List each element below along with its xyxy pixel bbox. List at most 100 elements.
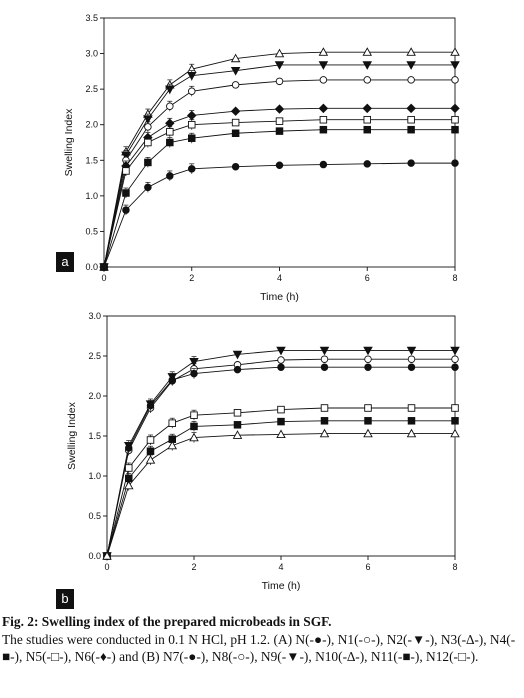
caption-title: Fig. 2: Swelling index of the prepared m… — [2, 614, 332, 629]
data-point — [189, 357, 199, 367]
x-tick-label: 0 — [101, 273, 106, 283]
data-point — [143, 115, 153, 124]
x-tick-label: 8 — [452, 562, 457, 572]
data-point — [275, 161, 284, 170]
data-point — [319, 428, 330, 438]
y-tick-label: 1.0 — [88, 471, 101, 481]
y-tick-label: 3.0 — [88, 311, 101, 321]
x-tick-label: 4 — [277, 273, 282, 283]
data-point — [320, 363, 329, 371]
series-line — [106, 366, 455, 557]
data-point — [451, 76, 459, 84]
data-point — [363, 346, 373, 356]
data-point — [364, 404, 372, 412]
x-tick-label: 2 — [189, 273, 194, 283]
data-point — [450, 47, 460, 56]
data-point — [231, 162, 240, 171]
series-line — [106, 433, 455, 557]
data-point — [451, 404, 459, 412]
data-point — [144, 183, 152, 192]
data-point — [230, 106, 241, 116]
series-line — [106, 420, 455, 557]
data-point — [451, 115, 459, 124]
data-point — [122, 167, 130, 175]
data-point — [274, 104, 285, 114]
series-line — [103, 119, 455, 268]
data-point — [123, 480, 134, 490]
y-tick-label: 0.5 — [88, 511, 101, 521]
data-point — [167, 440, 178, 450]
x-tick-label: 2 — [191, 562, 196, 572]
y-tick-label: 1.5 — [88, 431, 101, 441]
data-point — [275, 117, 284, 125]
data-point — [318, 47, 329, 56]
data-point — [276, 346, 286, 356]
data-point — [407, 355, 416, 363]
y-tick-label: 2.0 — [85, 120, 98, 130]
figure: 0.0 0.5 1.0 1.5 2.0 2.5 3.0 3.5 0 2 4 6 8 Time (h) Swe… — [56, 13, 460, 609]
panel-letter: b — [61, 591, 68, 606]
data-point — [146, 401, 155, 410]
data-point — [319, 115, 328, 124]
data-point — [406, 47, 416, 56]
data-point — [102, 551, 112, 560]
chart-panel-b: 0.0 0.5 1.0 1.5 2.0 2.5 3.0 0 2 4 6 8 Time (h) Swelli… — [56, 311, 460, 609]
data-point — [451, 125, 459, 134]
series-line — [103, 162, 455, 268]
data-point — [363, 125, 372, 134]
y-tick-label: 0.5 — [85, 226, 98, 236]
data-point — [166, 128, 174, 136]
data-point — [145, 455, 156, 464]
data-point — [275, 77, 284, 86]
data-point — [318, 103, 329, 114]
data-point — [168, 376, 176, 384]
data-point — [364, 363, 372, 371]
data-point — [318, 61, 329, 70]
data-point — [406, 346, 417, 356]
data-point — [451, 355, 459, 363]
data-point — [230, 53, 241, 63]
data-point — [189, 432, 199, 442]
x-axis-label: Time (h) — [262, 580, 301, 592]
x-axis-label: Time (h) — [260, 291, 299, 303]
data-point — [165, 118, 175, 129]
data-point — [122, 206, 130, 214]
data-point — [451, 159, 459, 167]
data-point — [450, 428, 460, 438]
data-point — [363, 160, 372, 168]
y-axis-label: Swelling Index — [66, 401, 78, 469]
data-point — [319, 346, 330, 356]
data-point — [187, 134, 196, 142]
data-point — [190, 369, 198, 378]
data-point — [233, 365, 242, 374]
data-point — [124, 444, 133, 452]
data-point — [274, 48, 285, 58]
data-point — [166, 138, 174, 147]
data-point — [274, 61, 285, 70]
data-point — [407, 363, 416, 371]
data-point — [233, 409, 242, 417]
data-point — [144, 123, 152, 131]
series-line — [106, 349, 455, 557]
y-tick-label: 1.0 — [85, 191, 98, 201]
data-point — [187, 120, 196, 129]
data-point — [319, 76, 328, 84]
data-point — [187, 87, 196, 96]
panel-letter: a — [61, 254, 69, 269]
data-point — [190, 411, 198, 419]
series-line — [103, 129, 455, 268]
data-point — [122, 189, 130, 197]
caption-body: The studies were conducted in 0.1 N HCl,… — [2, 631, 516, 665]
data-point — [277, 363, 285, 371]
data-point — [146, 436, 155, 444]
data-point — [166, 102, 174, 110]
data-point — [230, 66, 241, 76]
data-point — [406, 103, 416, 114]
data-point — [233, 421, 242, 429]
x-tick-label: 0 — [104, 562, 109, 572]
data-point — [232, 430, 243, 439]
data-point — [364, 417, 372, 425]
data-point — [187, 165, 196, 173]
data-point — [168, 419, 176, 427]
data-point — [450, 103, 460, 114]
